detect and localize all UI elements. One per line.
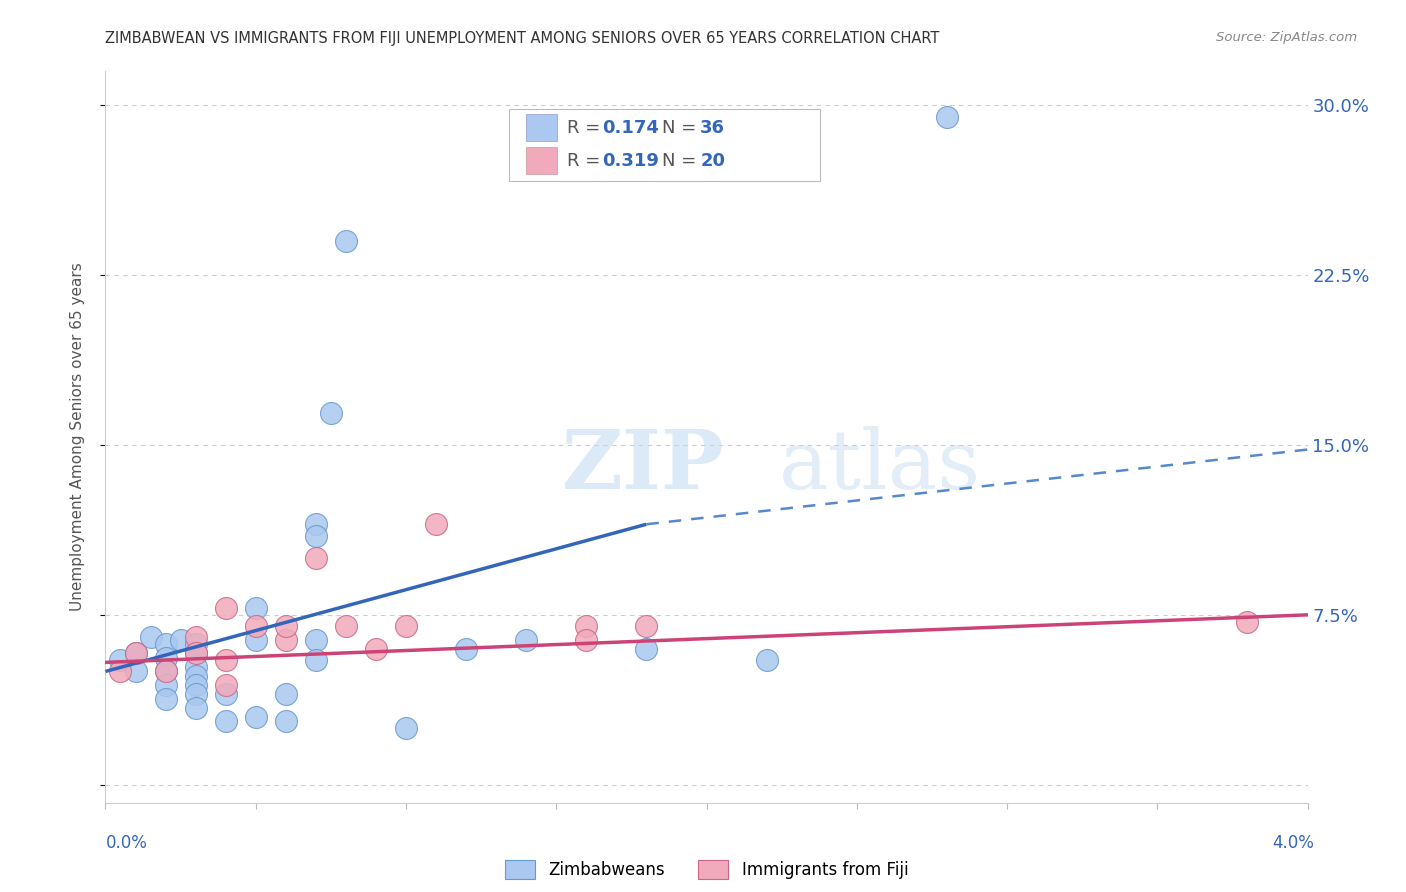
Text: ZIP: ZIP [562,426,725,507]
Text: 36: 36 [700,119,725,136]
Point [305,653,328,667]
Text: R =: R = [567,119,606,136]
Point [110,665,132,679]
Point [1236,615,1258,629]
Point [155,637,177,651]
Point [214,653,236,667]
Point [184,660,207,674]
Point [425,517,447,532]
Point [155,678,177,692]
Text: atlas: atlas [779,426,981,507]
Point [124,665,146,679]
Point [305,632,328,647]
Point [395,619,418,633]
Point [575,619,598,633]
Text: Source: ZipAtlas.com: Source: ZipAtlas.com [1216,31,1357,45]
Point [335,234,357,248]
Point [124,646,146,660]
Point [364,641,387,656]
Point [305,528,328,542]
Point [245,619,267,633]
Point [155,665,177,679]
Point [245,710,267,724]
Point [274,687,297,701]
Text: 0.174: 0.174 [602,119,658,136]
Point [395,721,418,735]
Point [214,601,236,615]
Point [214,687,236,701]
Point [110,653,132,667]
Text: R =: R = [567,152,606,169]
Point [274,632,297,647]
Y-axis label: Unemployment Among Seniors over 65 years: Unemployment Among Seniors over 65 years [70,263,84,611]
Point [335,619,357,633]
Point [245,601,267,615]
Point [184,637,207,651]
Point [245,632,267,647]
Text: 0.319: 0.319 [602,152,658,169]
Point [214,714,236,729]
Point [184,669,207,683]
Text: 0.0%: 0.0% [105,834,148,852]
Point [636,641,658,656]
Point [305,551,328,566]
Point [184,678,207,692]
Point [755,653,778,667]
Point [184,687,207,701]
Text: 20: 20 [700,152,725,169]
Point [169,632,191,647]
Point [155,651,177,665]
Point [184,700,207,714]
Point [274,619,297,633]
Point [124,646,146,660]
Text: ZIMBABWEAN VS IMMIGRANTS FROM FIJI UNEMPLOYMENT AMONG SENIORS OVER 65 YEARS CORR: ZIMBABWEAN VS IMMIGRANTS FROM FIJI UNEMP… [105,31,939,46]
Point [515,632,537,647]
Point [184,631,207,645]
Text: 4.0%: 4.0% [1272,834,1315,852]
Point [454,641,477,656]
Point [184,646,207,660]
Point [936,110,959,124]
Point [636,619,658,633]
Point [305,517,328,532]
Point [139,631,162,645]
Point [155,665,177,679]
Point [155,691,177,706]
Point [184,646,207,660]
Text: N =: N = [662,152,702,169]
Point [274,714,297,729]
Point [319,406,342,420]
Point [214,678,236,692]
Legend: Zimbabweans, Immigrants from Fiji: Zimbabweans, Immigrants from Fiji [498,854,915,886]
Text: N =: N = [662,119,702,136]
Point [575,632,598,647]
